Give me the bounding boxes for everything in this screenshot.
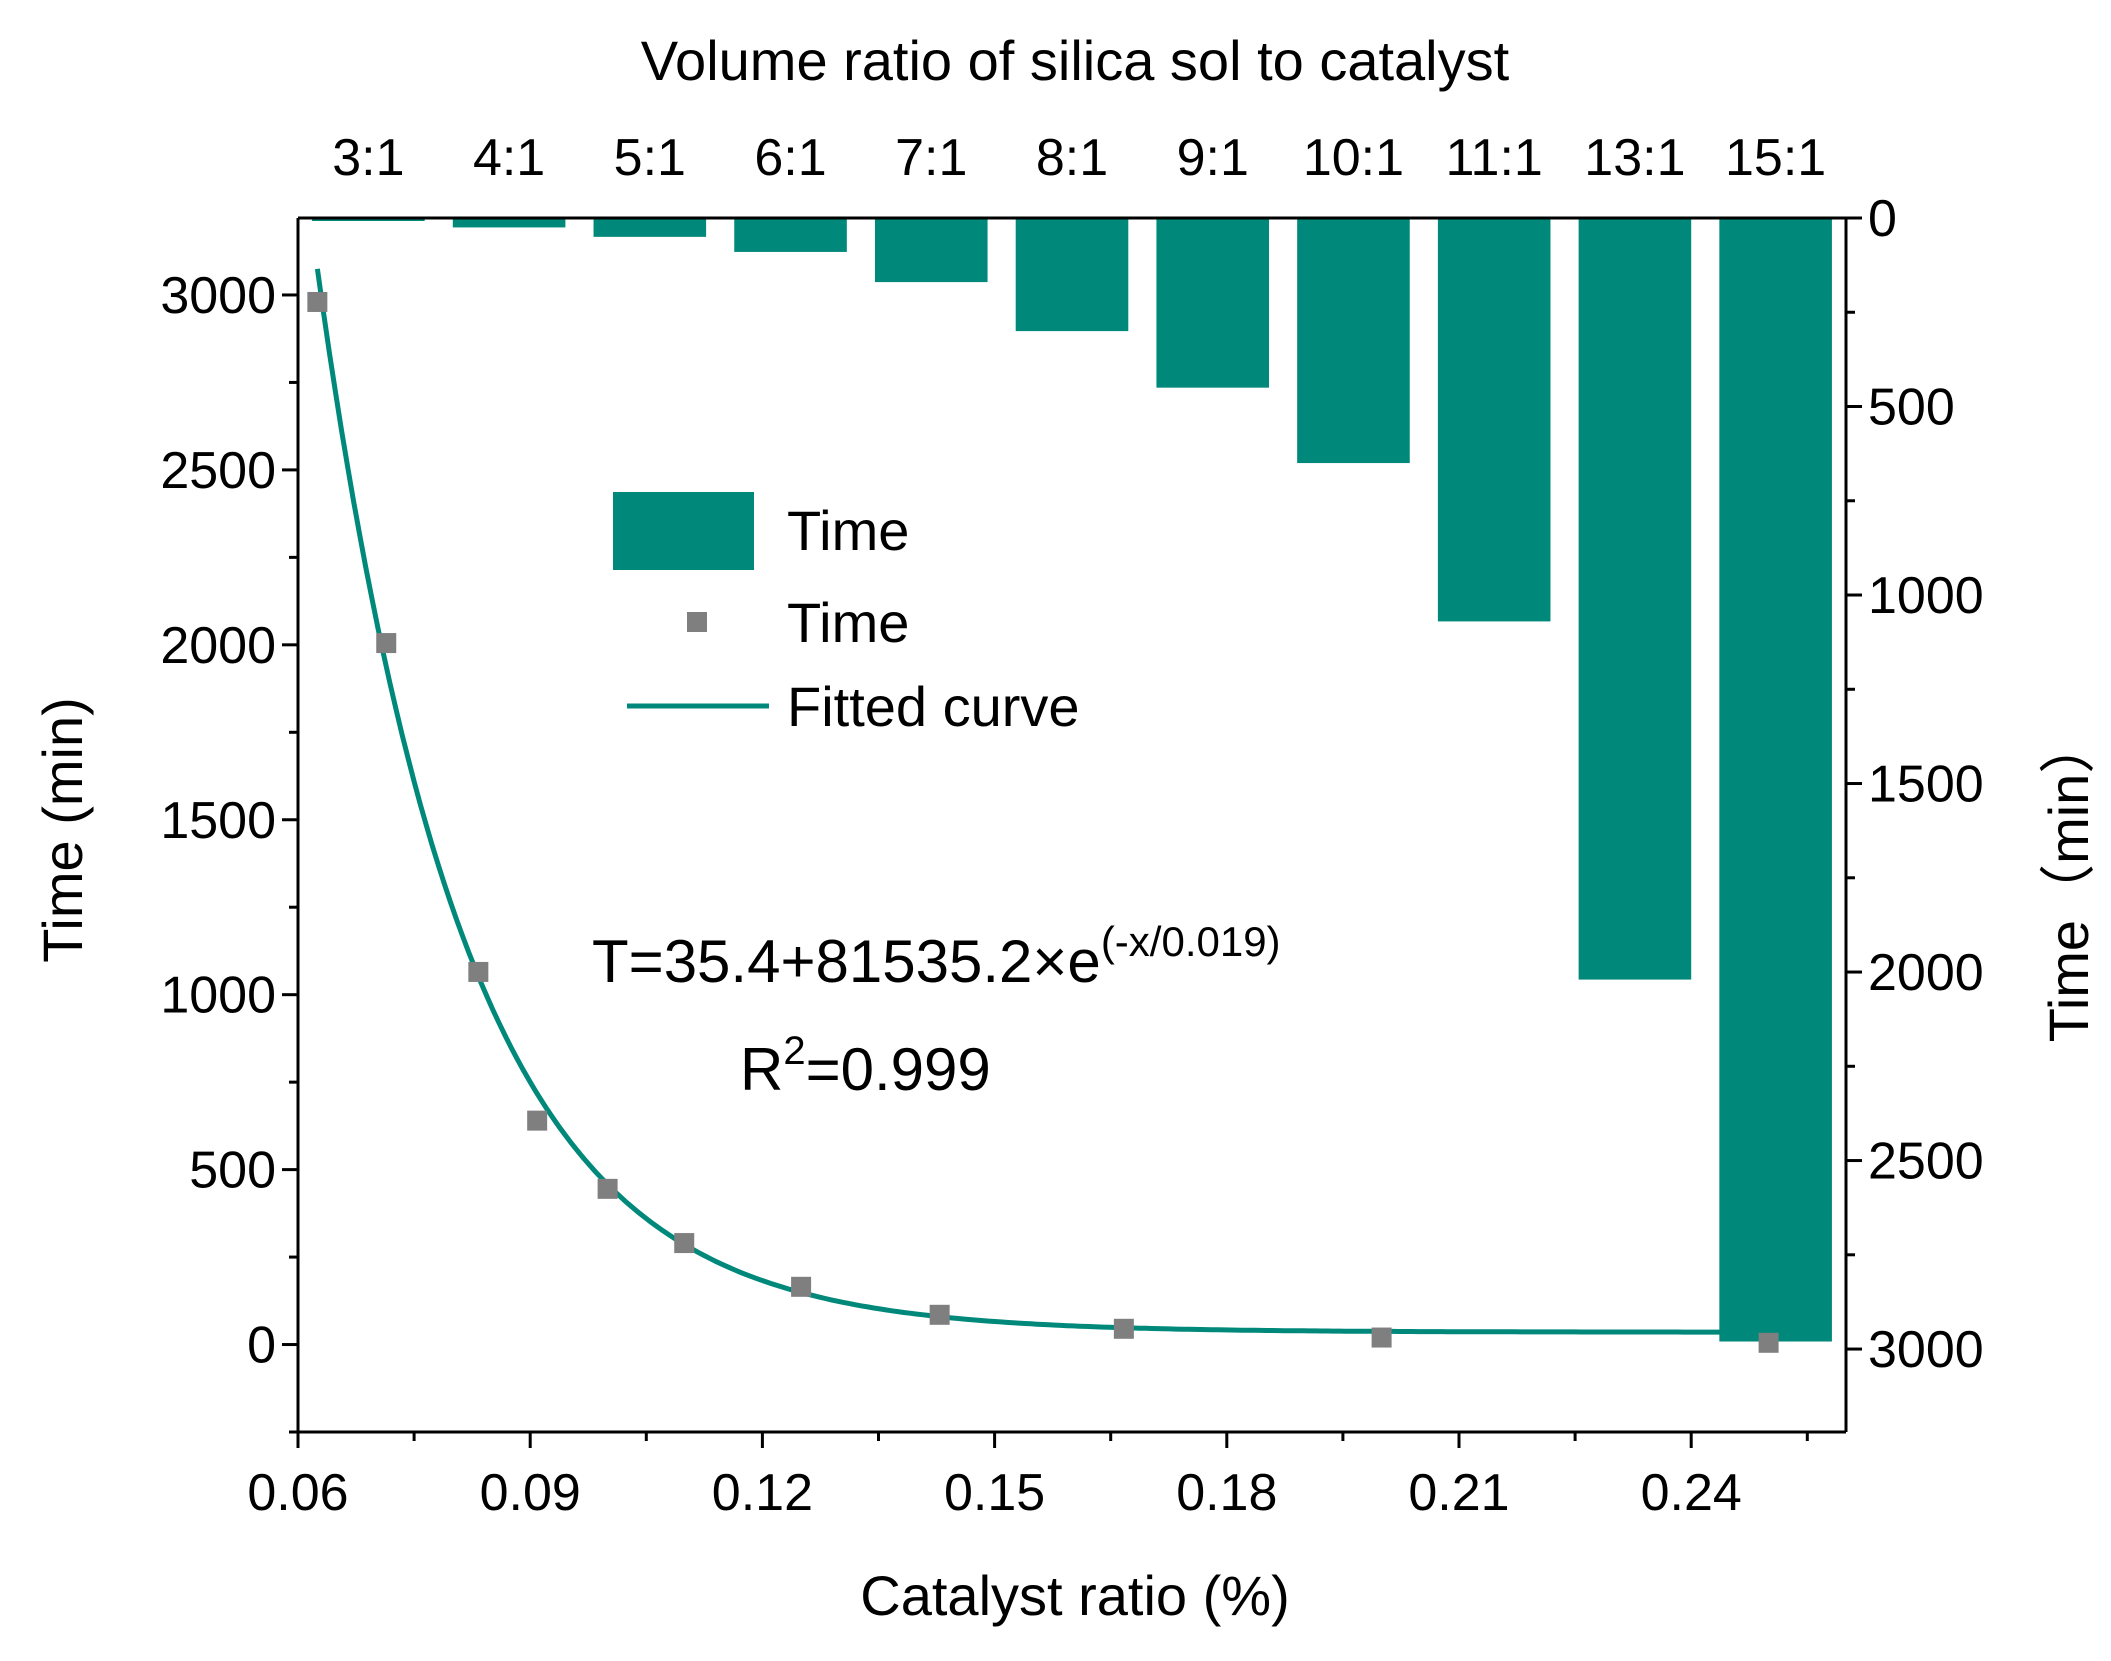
bottom-tick-label-0.18: 0.18 <box>1176 1464 1277 1522</box>
right-tick-label-3000: 3000 <box>1868 1321 1984 1379</box>
right-tick-label-2000: 2000 <box>1868 944 1984 1002</box>
data-point-9 <box>1113 1318 1134 1339</box>
legend-bar-swatch <box>613 492 754 570</box>
left-tick-label-0: 0 <box>247 1317 276 1375</box>
r2-value: =0.999 <box>806 1036 991 1103</box>
data-point-10 <box>1371 1327 1392 1348</box>
bar-10-1 <box>1297 218 1410 464</box>
bottom-tick-label-0.24: 0.24 <box>1641 1464 1742 1522</box>
r2-superscript: 2 <box>783 1029 805 1073</box>
top-category-label-6-1: 6:1 <box>754 129 826 187</box>
right-tick-label-2500: 2500 <box>1868 1133 1984 1191</box>
data-point-3 <box>468 961 489 982</box>
top-category-label-15-1: 15:1 <box>1725 129 1826 187</box>
bottom-tick-label-0.12: 0.12 <box>712 1464 813 1522</box>
top-category-label-5-1: 5:1 <box>614 129 686 187</box>
top-category-label-9-1: 9:1 <box>1177 129 1249 187</box>
right-tick-label-1000: 1000 <box>1868 567 1984 625</box>
fit-equation: T=35.4+81535.2×e(-x/0.019) <box>592 918 1281 995</box>
bar-5-1 <box>593 218 707 237</box>
top-category-label-13-1: 13:1 <box>1584 129 1685 187</box>
r2-prefix: R <box>740 1036 783 1103</box>
left-tick-label-1500: 1500 <box>160 792 276 850</box>
legend-scatter-label: Time <box>787 591 909 654</box>
bar-11-1 <box>1437 218 1551 622</box>
data-point-1 <box>307 291 328 312</box>
right-tick-label-1500: 1500 <box>1868 756 1984 814</box>
bottom-axis-title: Catalyst ratio (%) <box>860 1564 1289 1627</box>
top-axis-title: Volume ratio of silica sol to catalyst <box>641 29 1510 92</box>
bar-6-1 <box>734 218 847 252</box>
top-category-label-10-1: 10:1 <box>1303 129 1404 187</box>
bottom-tick-label-0.15: 0.15 <box>944 1464 1045 1522</box>
data-point-4 <box>527 1110 548 1131</box>
bar-13-1 <box>1578 218 1692 980</box>
fit-equation-exponent: (-x/0.019) <box>1101 918 1281 965</box>
bottom-tick-label-0.06: 0.06 <box>247 1464 348 1522</box>
top-category-label-3-1: 3:1 <box>332 129 404 187</box>
curve-layer <box>314 268 1769 1335</box>
data-point-5 <box>597 1178 618 1199</box>
legend-bar-label: Time <box>787 499 909 562</box>
bar-9-1 <box>1156 218 1270 388</box>
legend-line-label: Fitted curve <box>787 675 1080 738</box>
fit-r-squared: R2=0.999 <box>740 1029 991 1103</box>
bar-7-1 <box>874 218 988 283</box>
bar-15-1 <box>1719 218 1832 1342</box>
left-tick-label-1000: 1000 <box>160 967 276 1025</box>
scatter-layer <box>307 291 1779 1353</box>
left-tick-label-2000: 2000 <box>160 617 276 675</box>
data-point-8 <box>929 1304 950 1325</box>
fit-equation-main: T=35.4+81535.2×e <box>592 928 1101 995</box>
legend: Time Time Fitted curve <box>613 492 1080 738</box>
bar-4-1 <box>452 218 566 228</box>
data-point-7 <box>791 1276 812 1297</box>
right-tick-label-500: 500 <box>1868 379 1955 437</box>
left-tick-label-500: 500 <box>189 1142 276 1200</box>
bottom-tick-label-0.09: 0.09 <box>480 1464 581 1522</box>
bottom-tick-label-0.21: 0.21 <box>1408 1464 1509 1522</box>
left-tick-label-2500: 2500 <box>160 442 276 500</box>
top-category-label-11-1: 11:1 <box>1446 129 1543 187</box>
top-category-label-7-1: 7:1 <box>895 129 967 187</box>
right-tick-label-0: 0 <box>1868 190 1897 248</box>
legend-scatter-swatch <box>687 612 707 632</box>
left-axis-title: Time (min) <box>31 697 94 962</box>
top-category-label-8-1: 8:1 <box>1036 129 1108 187</box>
bar-8-1 <box>1015 218 1129 332</box>
fitted-curve <box>314 268 1769 1335</box>
top-category-label-4-1: 4:1 <box>473 129 545 187</box>
data-point-11 <box>1758 1332 1779 1353</box>
ticks-layer: 0 500 1000 1500 2000 2500 3000 0 500 1000 1500 2000… <box>160 129 1983 1522</box>
bars-layer <box>312 218 1832 1342</box>
left-tick-label-3000: 3000 <box>160 267 276 325</box>
data-point-2 <box>376 633 397 654</box>
data-point-6 <box>674 1233 695 1254</box>
plot-frame <box>296 216 1848 1434</box>
right-axis-title: Time（min） <box>2037 718 2100 1043</box>
